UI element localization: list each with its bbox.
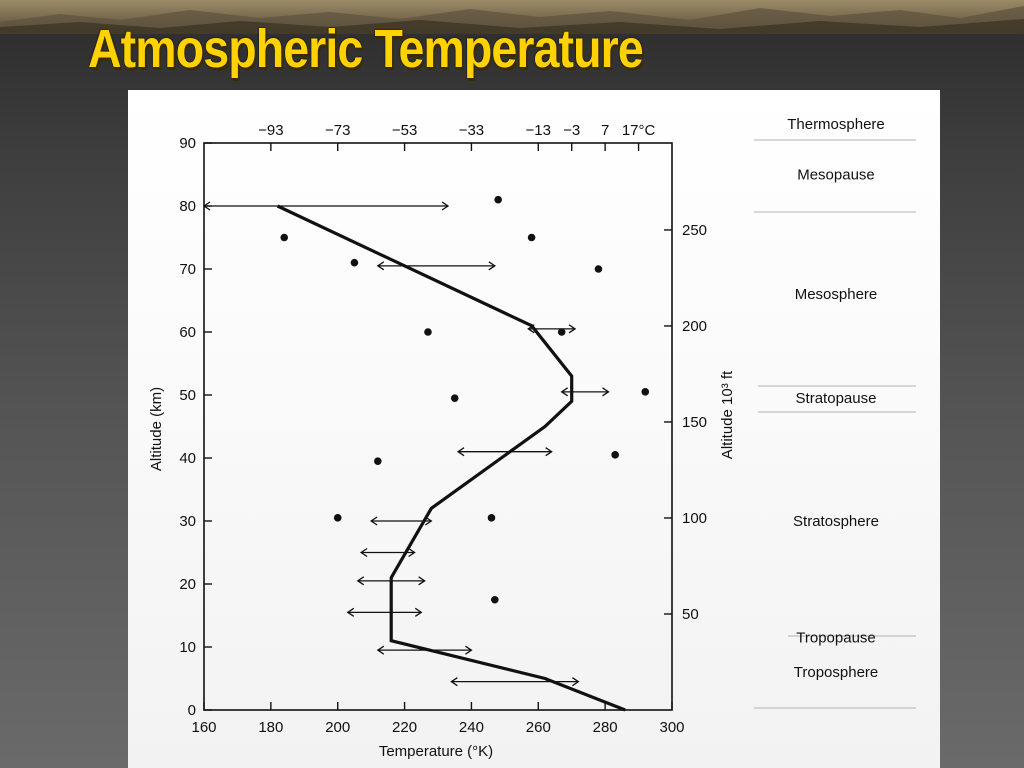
y-tick-label: 0 bbox=[188, 702, 196, 719]
range-bar-right-head bbox=[465, 645, 473, 655]
data-point bbox=[450, 394, 459, 402]
y-tick-label: 30 bbox=[179, 513, 196, 530]
layer-label: Mesosphere bbox=[795, 286, 878, 303]
range-bar-right-head bbox=[572, 677, 580, 687]
tick-labels: 160 180 200 220 240 260 280 300 0 10 20 30 40 50 60 70 8… bbox=[179, 122, 707, 736]
x-tick-label: 180 bbox=[258, 719, 283, 736]
x-tick-label: 300 bbox=[659, 719, 684, 736]
layer-label: Troposphere bbox=[794, 664, 879, 681]
data-points bbox=[280, 195, 650, 604]
y-tick-label: 20 bbox=[179, 576, 196, 593]
x-tick-label: 220 bbox=[392, 719, 417, 736]
range-bars bbox=[202, 201, 610, 687]
range-bar bbox=[560, 387, 610, 397]
y-tick-label: 50 bbox=[179, 387, 196, 404]
range-bar bbox=[376, 261, 497, 271]
right-axis-title: Altitude 10³ ft bbox=[719, 370, 736, 459]
range-bar-left-head bbox=[346, 607, 355, 617]
data-point bbox=[487, 514, 496, 522]
data-point bbox=[374, 457, 382, 465]
layer-label: Mesopause bbox=[797, 167, 875, 184]
top-tick-label: −3 bbox=[563, 122, 580, 139]
range-bar-left-head bbox=[376, 645, 385, 655]
x-tick-label: 160 bbox=[191, 719, 216, 736]
layer-labels: Thermosphere Mesopause Mesosphere Stratopau… bbox=[787, 116, 885, 681]
range-bar-right-head bbox=[602, 387, 610, 397]
top-tick-label: −73 bbox=[325, 122, 350, 139]
right-tick-label: 50 bbox=[682, 606, 699, 623]
data-point bbox=[424, 328, 432, 336]
right-tick-label: 200 bbox=[682, 318, 707, 335]
range-bar-left-head bbox=[369, 516, 378, 526]
x-tick-label: 260 bbox=[526, 719, 551, 736]
top-tick-label: 17°C bbox=[622, 122, 656, 139]
data-point bbox=[527, 233, 536, 242]
range-bar bbox=[456, 447, 553, 457]
layer-label: Stratopause bbox=[796, 390, 877, 407]
data-point bbox=[494, 195, 502, 204]
right-tick-label: 150 bbox=[682, 414, 707, 431]
data-point bbox=[611, 451, 619, 459]
atmosphere-chart: 160 180 200 220 240 260 280 300 0 10 20 30 40 50 60 70 8… bbox=[148, 116, 916, 760]
data-point bbox=[641, 388, 650, 396]
range-bar bbox=[202, 201, 450, 211]
layer-label: Stratosphere bbox=[793, 513, 879, 530]
range-bar-left-head bbox=[450, 677, 458, 687]
title-banner bbox=[0, 0, 1024, 34]
range-bar-right-head bbox=[545, 447, 553, 457]
right-tick-label: 100 bbox=[682, 510, 707, 527]
range-bar bbox=[346, 607, 423, 617]
range-bar-left-head bbox=[560, 387, 569, 397]
range-bar-right-head bbox=[418, 576, 426, 586]
y-tick-label: 10 bbox=[179, 639, 196, 656]
tick-marks bbox=[203, 142, 673, 711]
range-bar-right-head bbox=[568, 324, 577, 334]
range-bar-right-head bbox=[408, 547, 416, 558]
y-tick-label: 60 bbox=[179, 324, 196, 341]
data-point bbox=[557, 328, 566, 336]
layer-divider-lines bbox=[754, 139, 916, 709]
right-tick-label: 250 bbox=[682, 222, 707, 239]
y-tick-label: 70 bbox=[179, 261, 196, 278]
x-axis-title: Temperature (°K) bbox=[379, 743, 493, 760]
x-tick-label: 200 bbox=[325, 719, 350, 736]
chart-figure: 160 180 200 220 240 260 280 300 0 10 20 30 40 50 60 70 8… bbox=[128, 90, 940, 768]
range-bar-left-head bbox=[456, 447, 465, 457]
top-tick-label: −13 bbox=[526, 122, 551, 139]
top-tick-label: −53 bbox=[392, 122, 417, 139]
y-tick-label: 80 bbox=[179, 198, 196, 215]
data-point bbox=[491, 595, 499, 604]
mountain-strip-image bbox=[0, 6, 1024, 34]
y-tick-label: 40 bbox=[179, 450, 196, 467]
data-point bbox=[333, 514, 342, 522]
top-tick-label: −93 bbox=[258, 122, 283, 139]
range-bar-left-head bbox=[202, 201, 211, 211]
x-tick-label: 280 bbox=[593, 719, 618, 736]
layer-label: Tropopause bbox=[796, 630, 876, 647]
data-point bbox=[594, 265, 603, 273]
range-bar-right-head bbox=[488, 261, 497, 271]
slide-title: Atmospheric Temperature bbox=[88, 19, 644, 79]
range-bar-left-head bbox=[356, 576, 365, 586]
data-point bbox=[350, 258, 359, 267]
y-tick-label: 90 bbox=[179, 135, 196, 152]
range-bar-left-head bbox=[359, 547, 368, 558]
layer-label: Thermosphere bbox=[787, 116, 885, 133]
temperature-profile bbox=[276, 204, 626, 712]
range-bar-right-head bbox=[441, 201, 450, 211]
x-tick-label: 240 bbox=[459, 719, 484, 736]
data-point bbox=[280, 233, 289, 242]
top-tick-label: 7 bbox=[601, 122, 609, 139]
plot-frame bbox=[203, 142, 673, 711]
y-axis-title: Altitude (km) bbox=[148, 387, 165, 471]
top-tick-label: −33 bbox=[459, 122, 484, 139]
range-bar-left-head bbox=[376, 261, 385, 271]
range-bar-right-head bbox=[414, 607, 423, 617]
plot-frame-rect bbox=[203, 142, 673, 711]
temperature-profile-line bbox=[276, 204, 626, 712]
